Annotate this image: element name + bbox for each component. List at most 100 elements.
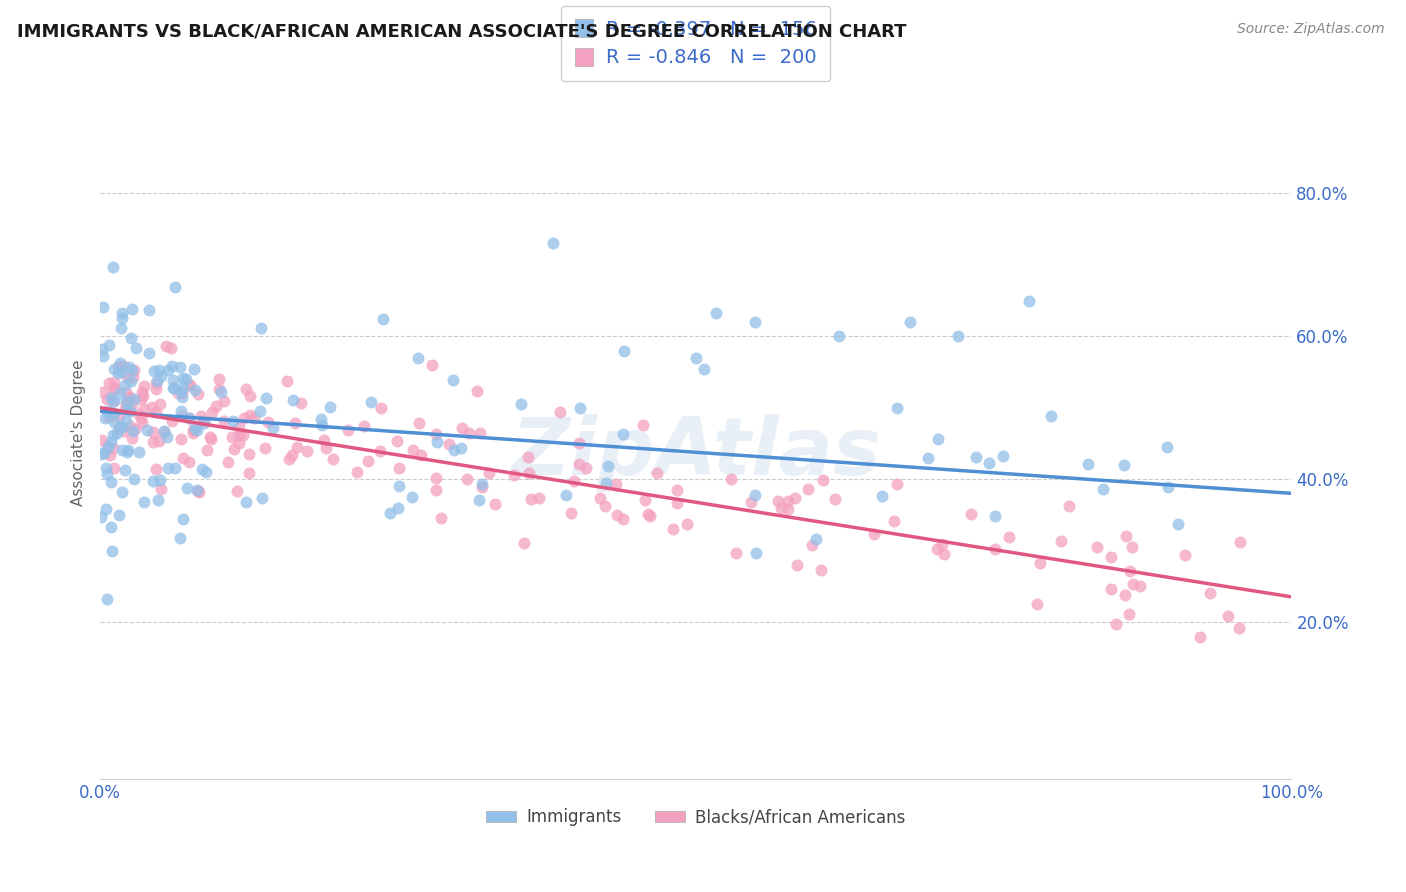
Point xyxy=(108,508,131,522)
Point xyxy=(1227,621,1250,635)
Point xyxy=(401,443,423,458)
Point xyxy=(284,416,307,430)
Point xyxy=(96,461,118,475)
Point xyxy=(91,350,114,364)
Point xyxy=(177,378,200,392)
Point xyxy=(387,501,409,516)
Point xyxy=(998,530,1021,544)
Point xyxy=(193,416,215,430)
Point xyxy=(181,426,204,441)
Point xyxy=(118,392,141,407)
Point xyxy=(235,382,257,396)
Point xyxy=(117,402,139,417)
Point xyxy=(280,448,302,462)
Point xyxy=(103,362,125,376)
Point xyxy=(886,401,908,415)
Point xyxy=(346,466,368,480)
Point xyxy=(510,396,533,410)
Point xyxy=(638,508,661,523)
Point xyxy=(103,461,125,475)
Point xyxy=(114,463,136,477)
Point xyxy=(517,466,540,480)
Point xyxy=(172,380,194,394)
Point xyxy=(311,418,333,433)
Point xyxy=(162,373,184,387)
Point xyxy=(312,434,335,448)
Point xyxy=(568,458,591,472)
Point xyxy=(1229,535,1251,549)
Point xyxy=(186,483,208,497)
Point xyxy=(156,460,179,475)
Point xyxy=(979,456,1001,470)
Point xyxy=(471,480,494,494)
Point xyxy=(388,461,411,475)
Point xyxy=(239,409,262,423)
Point xyxy=(250,320,273,334)
Point xyxy=(883,514,905,528)
Point xyxy=(575,461,598,475)
Point xyxy=(111,306,134,320)
Point xyxy=(984,508,1007,523)
Point xyxy=(100,475,122,489)
Point xyxy=(1112,458,1135,473)
Point xyxy=(370,444,392,458)
Point xyxy=(104,381,127,395)
Point xyxy=(239,389,262,403)
Point xyxy=(810,562,832,576)
Point xyxy=(183,421,205,435)
Point xyxy=(370,401,392,415)
Point xyxy=(208,372,231,386)
Point xyxy=(121,397,143,411)
Text: IMMIGRANTS VS BLACK/AFRICAN AMERICAN ASSOCIATE'S DEGREE CORRELATION CHART: IMMIGRANTS VS BLACK/AFRICAN AMERICAN ASS… xyxy=(17,22,907,40)
Point xyxy=(141,400,163,414)
Point xyxy=(121,363,143,377)
Point xyxy=(927,541,949,556)
Point xyxy=(425,471,447,485)
Point xyxy=(207,383,229,397)
Point xyxy=(1129,579,1152,593)
Point xyxy=(120,418,142,433)
Point xyxy=(513,535,536,549)
Point xyxy=(97,338,120,352)
Point xyxy=(91,384,114,399)
Point xyxy=(662,522,685,536)
Point xyxy=(1216,608,1239,623)
Point xyxy=(93,446,115,460)
Point xyxy=(502,467,524,482)
Point xyxy=(101,393,124,408)
Point xyxy=(685,351,707,365)
Point xyxy=(160,359,183,374)
Point xyxy=(898,315,921,329)
Point xyxy=(108,410,131,425)
Point xyxy=(129,392,152,406)
Point xyxy=(145,383,167,397)
Point xyxy=(169,532,191,546)
Point xyxy=(560,506,582,520)
Point xyxy=(128,407,150,421)
Point xyxy=(100,520,122,534)
Point xyxy=(150,482,173,496)
Point xyxy=(457,425,479,440)
Point xyxy=(226,484,249,499)
Point xyxy=(704,305,727,319)
Point xyxy=(1077,457,1099,471)
Point xyxy=(90,510,112,524)
Point xyxy=(804,532,827,546)
Point xyxy=(439,436,461,450)
Point xyxy=(1199,586,1222,600)
Point xyxy=(548,405,571,419)
Point xyxy=(720,472,742,486)
Point xyxy=(1114,588,1136,602)
Point xyxy=(132,401,155,416)
Point xyxy=(357,454,380,468)
Point xyxy=(142,474,165,488)
Point xyxy=(1156,440,1178,454)
Point xyxy=(254,441,277,455)
Point xyxy=(101,260,124,275)
Point xyxy=(927,432,949,446)
Point xyxy=(1057,499,1080,513)
Point xyxy=(124,341,146,355)
Point xyxy=(107,360,129,375)
Point xyxy=(295,444,318,458)
Point xyxy=(98,410,121,425)
